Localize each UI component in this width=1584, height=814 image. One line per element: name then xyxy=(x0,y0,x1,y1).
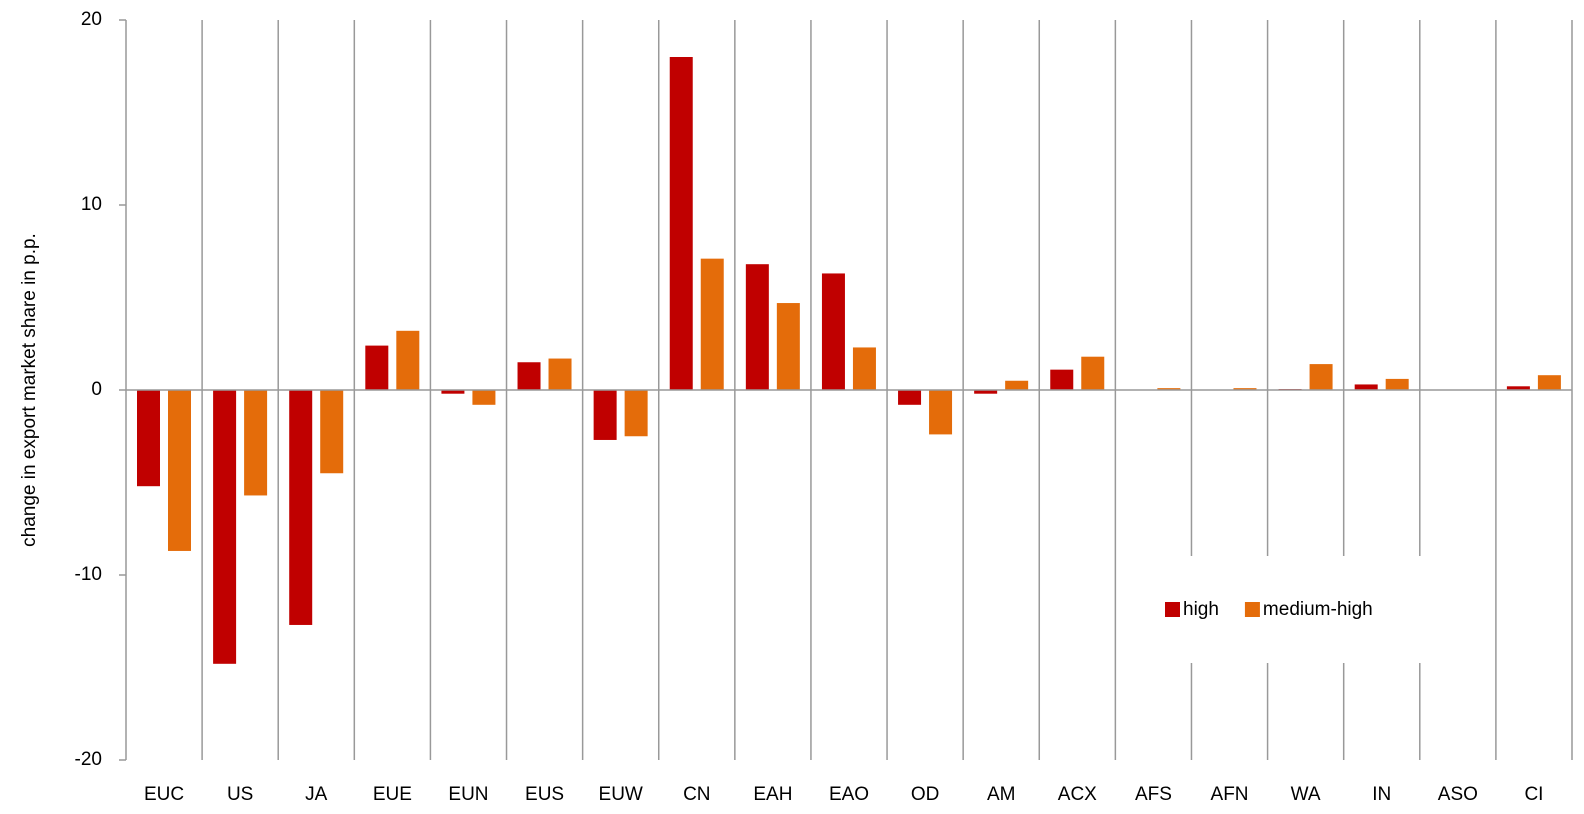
x-tick-label: US xyxy=(227,784,253,805)
bar xyxy=(1233,388,1257,390)
y-tick-label: 20 xyxy=(81,9,102,30)
bar xyxy=(929,390,953,435)
bar xyxy=(137,390,160,487)
x-tick-label: ACX xyxy=(1058,784,1097,805)
legend-label: high xyxy=(1183,599,1219,620)
bar xyxy=(1354,384,1378,390)
x-tick-label: EUC xyxy=(144,784,184,805)
bar xyxy=(244,390,268,496)
y-tick-label: 0 xyxy=(91,379,102,400)
y-tick-label: -20 xyxy=(75,749,102,770)
bar xyxy=(1081,356,1105,390)
bar xyxy=(517,362,541,390)
bar xyxy=(624,390,648,437)
bar xyxy=(1537,375,1561,390)
legend-swatch xyxy=(1244,602,1260,617)
x-tick-label: EUN xyxy=(448,784,488,805)
x-tick-label: EAH xyxy=(753,784,792,805)
bar xyxy=(1050,369,1074,390)
bar xyxy=(396,330,420,390)
x-tick-label: JA xyxy=(305,784,328,805)
x-tick-label: ASO xyxy=(1438,784,1478,805)
bar xyxy=(1309,364,1333,390)
bar xyxy=(213,390,237,664)
x-tick-label: AFS xyxy=(1135,784,1172,805)
bar xyxy=(776,303,800,390)
bar xyxy=(669,57,693,390)
bar xyxy=(1157,388,1181,390)
bar xyxy=(548,358,572,390)
x-tick-label: IN xyxy=(1372,784,1391,805)
legend-label: medium-high xyxy=(1263,599,1373,620)
x-tick-label: AM xyxy=(987,784,1016,805)
bar xyxy=(441,390,465,394)
bar xyxy=(1385,378,1409,390)
bar xyxy=(974,390,998,394)
x-tick-label: EUS xyxy=(525,784,564,805)
bar xyxy=(472,390,496,405)
x-tick-label: EAO xyxy=(829,784,869,805)
bar xyxy=(700,258,724,390)
x-tick-label: EUW xyxy=(599,784,643,805)
bar xyxy=(593,390,617,440)
y-tick-label: -10 xyxy=(75,564,102,585)
bar xyxy=(852,347,876,390)
bar xyxy=(1005,380,1029,390)
y-axis-label: change in export market share in p.p. xyxy=(19,233,40,547)
x-tick-label: CI xyxy=(1524,784,1543,805)
bar xyxy=(745,264,769,390)
x-tick-label: WA xyxy=(1291,784,1321,805)
bar xyxy=(168,390,191,551)
bar xyxy=(289,390,313,625)
x-tick-label: OD xyxy=(911,784,940,805)
bar xyxy=(898,390,922,405)
bar xyxy=(320,390,344,474)
legend-swatch xyxy=(1165,602,1180,617)
x-tick-label: EUE xyxy=(373,784,412,805)
bar xyxy=(821,273,845,390)
x-tick-label: AFN xyxy=(1211,784,1249,805)
x-tick-label: CN xyxy=(683,784,710,805)
bar xyxy=(365,345,389,390)
legend-box xyxy=(1150,556,1435,663)
bar xyxy=(1506,386,1530,390)
y-tick-label: 10 xyxy=(81,194,102,215)
